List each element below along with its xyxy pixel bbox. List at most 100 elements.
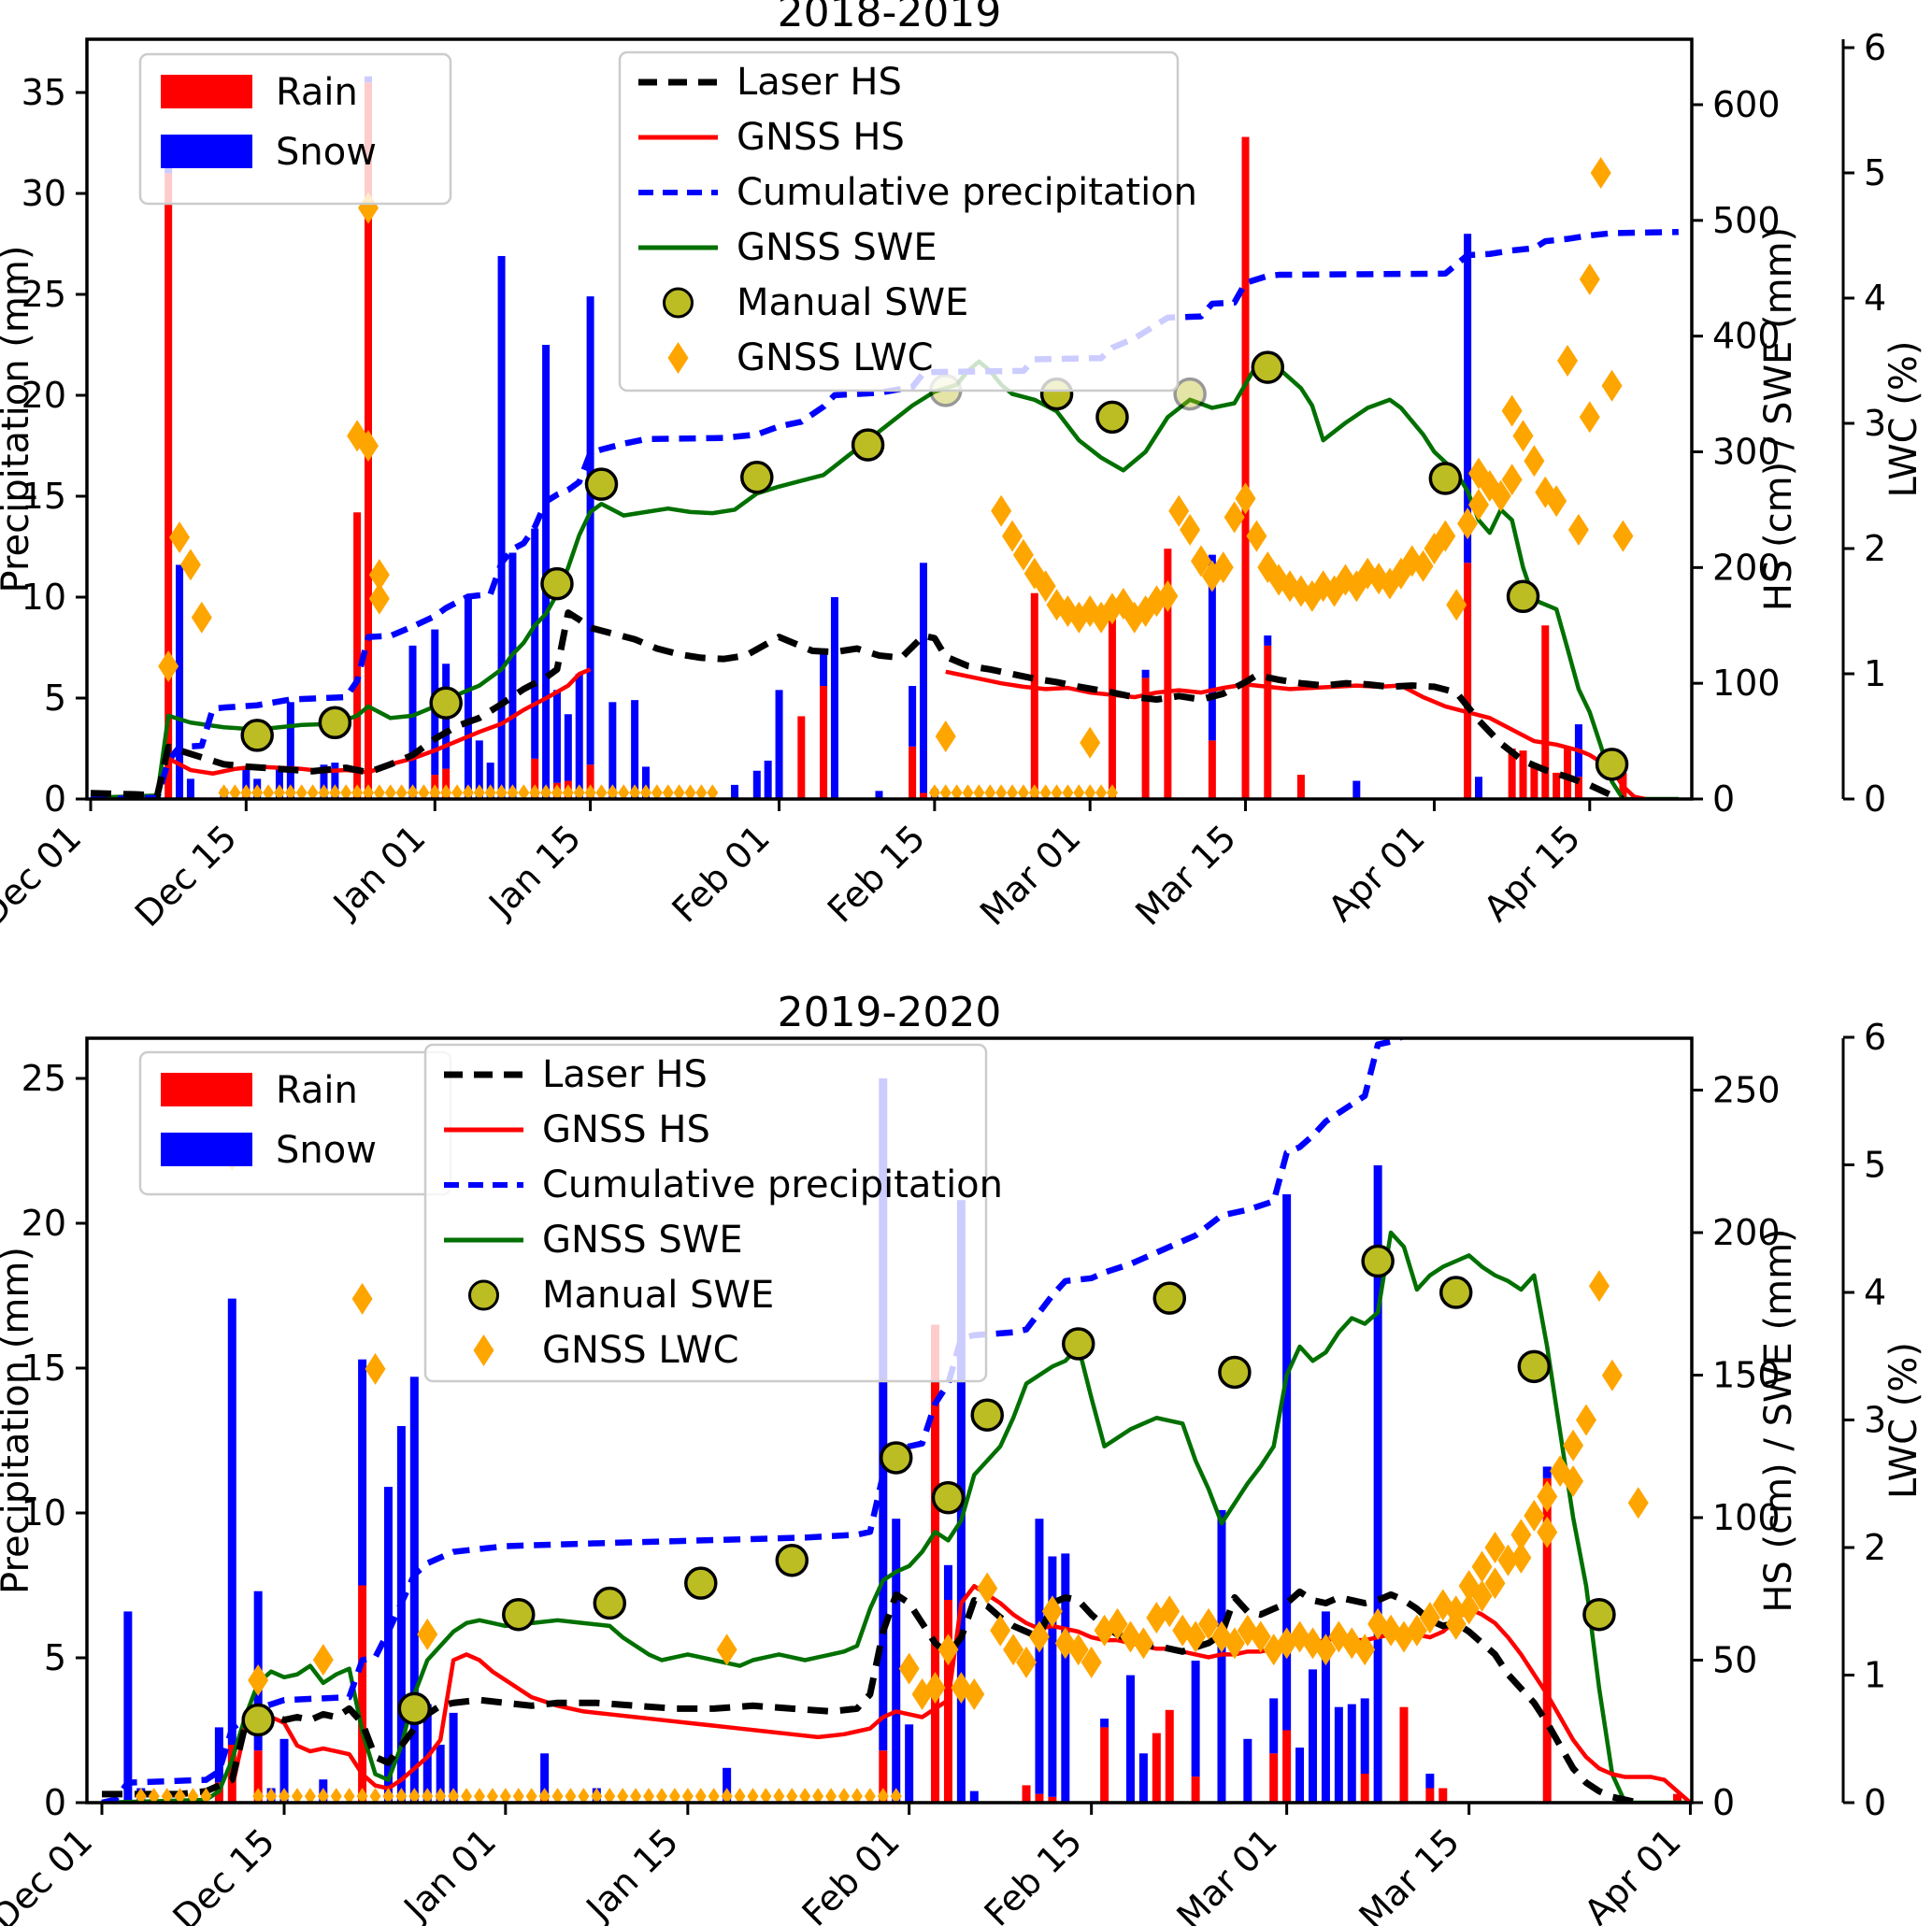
snow-bar	[575, 674, 583, 799]
gnss-lwc-baseline-point	[684, 784, 696, 799]
gnss-lwc-point	[1576, 1404, 1597, 1436]
rain-bar	[1425, 1788, 1435, 1803]
gnss-lwc-point	[1627, 1487, 1649, 1519]
gnss-lwc-baseline-point	[584, 784, 596, 799]
gnss-lwc-baseline-point	[218, 784, 230, 799]
gnss-lwc-point	[1501, 394, 1523, 427]
left-tick-label: 5	[44, 1637, 66, 1678]
gnss-lwc-point	[1157, 579, 1179, 612]
snow-bar	[1321, 1611, 1330, 1803]
gnss-lwc-baseline-point	[161, 1788, 173, 1803]
gnss-lwc-baseline-point	[330, 1788, 342, 1803]
rain-bar	[1030, 592, 1038, 799]
gnss-lwc-baseline-point	[618, 784, 630, 799]
legend-series-frame	[423, 1043, 988, 1383]
gnss-lwc-baseline-point	[734, 1788, 746, 1803]
gnss-lwc-point	[1168, 494, 1190, 527]
manual-swe-point	[1152, 1281, 1187, 1315]
hs-tick-label: 200	[1712, 547, 1781, 588]
legend-item-manual	[663, 287, 694, 319]
lwc-tick-label: 2	[1864, 528, 1886, 569]
legend-manual-swe-marker	[468, 1279, 499, 1311]
rain-bar	[586, 764, 594, 799]
gnss-lwc-point	[1588, 1270, 1610, 1303]
lwc-tick-label: 4	[1864, 278, 1886, 319]
legend-precip: Rain Snow	[138, 1050, 452, 1196]
manual-swe-point	[1173, 377, 1207, 411]
snow-bar	[909, 686, 917, 747]
gnss-lwc-baseline-point	[187, 1788, 199, 1803]
gnss-lwc-baseline-point	[951, 784, 963, 799]
gnss-lwc-baseline-point	[643, 1788, 655, 1803]
gnss-lwc-point	[1445, 1607, 1467, 1640]
legend-label: Cumulative precipitation	[737, 171, 1197, 214]
rain-bar	[1035, 1793, 1044, 1803]
legend-swatch-snow	[161, 135, 252, 168]
manual-swe-point	[318, 706, 352, 740]
gnss-lwc-point	[1412, 549, 1434, 582]
left-tick-label: 15	[21, 476, 66, 517]
gnss-lwc-point	[1198, 1607, 1220, 1640]
gnss-lwc-point	[1250, 1620, 1271, 1653]
lwc-tick-label: 1	[1864, 653, 1886, 694]
lwc-tick-label: 5	[1864, 1145, 1886, 1186]
manual-swe-point	[429, 686, 463, 720]
manual-swe-point	[1438, 1276, 1473, 1309]
snow-bar	[892, 1519, 901, 1803]
gnss-lwc-point	[1484, 1532, 1506, 1563]
snow-bar	[486, 763, 494, 799]
legend-label: Manual SWE	[542, 1274, 774, 1317]
rain-bar	[1508, 749, 1516, 799]
hs-tick-label: 50	[1712, 1640, 1757, 1681]
hs-tick-label: 100	[1712, 1497, 1781, 1538]
gnss-lwc-point	[1212, 551, 1234, 584]
legend-gnss-lwc-marker	[667, 342, 689, 374]
hs-axis-title: HS (cm) / SWE (mm)	[1757, 227, 1800, 611]
gnss-lwc-point	[1590, 157, 1611, 189]
gnss-lwc-baseline-point	[1007, 784, 1019, 799]
gnss-lwc-point	[1012, 538, 1034, 571]
left-tick-label: 30	[21, 173, 66, 214]
snow-bar	[1125, 1675, 1135, 1803]
rain-bar	[1208, 740, 1216, 799]
gnss-lwc-baseline-point	[340, 784, 352, 799]
snow-bar	[1360, 1698, 1369, 1774]
legend-label: Cumulative precipitation	[542, 1163, 1003, 1206]
left-tick-label: 10	[21, 1492, 66, 1534]
manual-swe-point	[1428, 462, 1463, 495]
panel-title: 2019-2020	[778, 989, 1002, 1036]
gnss-lwc-baseline-point	[538, 1788, 551, 1803]
rain-bar	[1141, 678, 1150, 799]
gnss-lwc-baseline-point	[607, 784, 619, 799]
gnss-lwc-point	[358, 430, 379, 463]
gnss-lwc-baseline-point	[473, 1788, 485, 1803]
gnss-lwc-baseline-point	[984, 784, 996, 799]
snow-bar	[358, 1359, 367, 1586]
gnss-lwc-point	[1435, 520, 1456, 552]
manual-swe-point	[931, 1480, 966, 1515]
gnss-lwc-baseline-point	[890, 1788, 902, 1803]
manual-swe-point	[584, 467, 619, 501]
snow-bar	[436, 1745, 445, 1803]
gnss-lwc-baseline-point	[540, 784, 552, 799]
gnss-lwc-baseline-point	[451, 784, 464, 799]
gnss-lwc-baseline-point	[495, 784, 508, 799]
gnss-lwc-baseline-point	[356, 1788, 368, 1803]
gnss-lwc-point	[1579, 263, 1600, 295]
left-tick-label: 20	[21, 375, 66, 416]
gnss-lwc-point	[351, 1282, 373, 1315]
rain-bar	[1165, 1709, 1174, 1803]
gnss-lwc-baseline-point	[291, 1788, 303, 1803]
panel-2019-2020: Rain Snow Laser HS GNSS HS Cumulative precip…	[0, 989, 1925, 1926]
snow-bar	[1264, 635, 1272, 646]
snow-bar	[286, 702, 294, 799]
gnss-lwc-point	[935, 720, 956, 752]
rain-bar	[442, 768, 451, 799]
snow-bar	[731, 784, 739, 799]
legend-swatch-rain	[161, 1073, 252, 1106]
hs-tick-label: 600	[1712, 84, 1781, 125]
rain-bar	[358, 1585, 367, 1803]
gnss-lwc-baseline-point	[655, 1788, 667, 1803]
gnss-lwc-point	[1468, 489, 1489, 521]
snow-bar	[1347, 1704, 1356, 1803]
